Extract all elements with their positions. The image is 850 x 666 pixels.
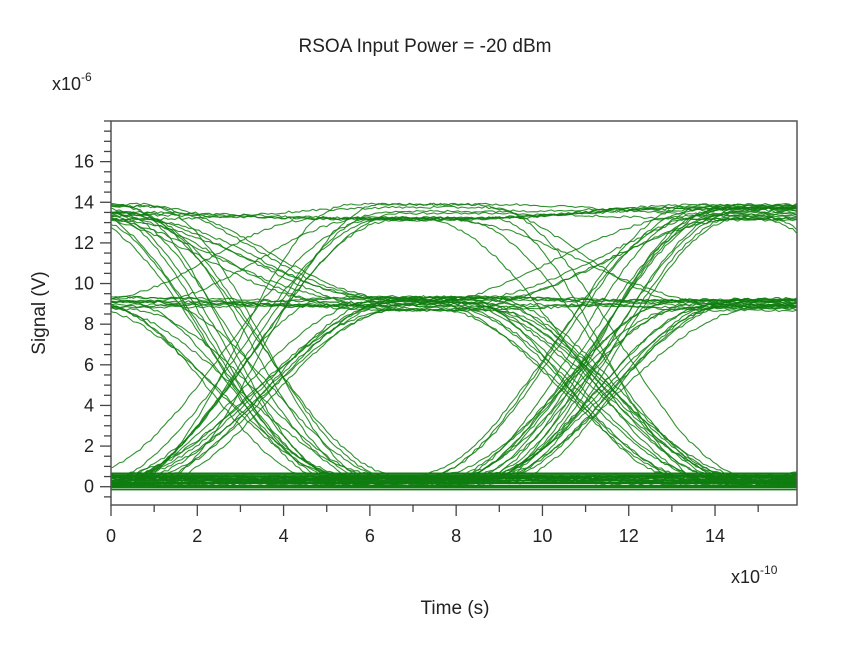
- signal-trace: [111, 218, 797, 487]
- signal-trace: [111, 204, 797, 313]
- y-tick-label: 12: [74, 233, 94, 253]
- signal-trace: [111, 211, 797, 483]
- signal-trace: [111, 218, 797, 484]
- y-tick-label: 2: [84, 436, 94, 456]
- y-tick-label: 8: [84, 314, 94, 334]
- x-tick-label: 12: [619, 526, 639, 546]
- signal-trace: [111, 208, 797, 300]
- signal-traces: [111, 202, 797, 491]
- x-axis-multiplier: x10-10: [731, 563, 778, 588]
- y-tick-label: 16: [74, 152, 94, 172]
- y-tick-label: 10: [74, 274, 94, 294]
- signal-trace: [111, 300, 797, 481]
- signal-trace: [111, 298, 797, 482]
- x-tick-label: 4: [279, 526, 289, 546]
- plot-frame: [110, 120, 798, 506]
- signal-trace: [111, 207, 797, 305]
- signal-trace: [111, 202, 797, 487]
- y-tick-label: 0: [84, 477, 94, 497]
- y-tick-label: 14: [74, 192, 94, 212]
- y-multiplier-base: x10: [52, 74, 82, 94]
- x-tick-label: 2: [192, 526, 202, 546]
- x-tick-label: 10: [532, 526, 552, 546]
- signal-trace: [111, 202, 797, 487]
- signal-trace: [111, 218, 797, 486]
- chart-title: RSOA Input Power = -20 dBm: [298, 36, 552, 57]
- y-axis-multiplier: x10-6: [52, 70, 92, 95]
- signal-trace: [111, 298, 797, 487]
- signal-trace: [111, 295, 797, 483]
- x-axis-label: Time (s): [420, 598, 490, 619]
- x-tick-label: 14: [705, 526, 725, 546]
- y-tick-label: 6: [84, 355, 94, 375]
- x-tick-label: 0: [106, 526, 116, 546]
- signal-trace: [111, 216, 797, 478]
- x-multiplier-exponent: -10: [760, 563, 778, 577]
- y-multiplier-exponent: -6: [81, 70, 92, 84]
- x-multiplier-base: x10: [731, 567, 761, 587]
- signal-trace: [111, 216, 797, 483]
- signal-trace: [111, 302, 797, 482]
- x-axis: 0 2 4 6 8 10 12 14: [106, 505, 759, 546]
- x-tick-label: 8: [451, 526, 461, 546]
- x-tick-label: 6: [365, 526, 375, 546]
- y-axis: 0 2 4 6 8 10 12 14 16: [74, 120, 111, 498]
- y-tick-label: 4: [84, 395, 94, 415]
